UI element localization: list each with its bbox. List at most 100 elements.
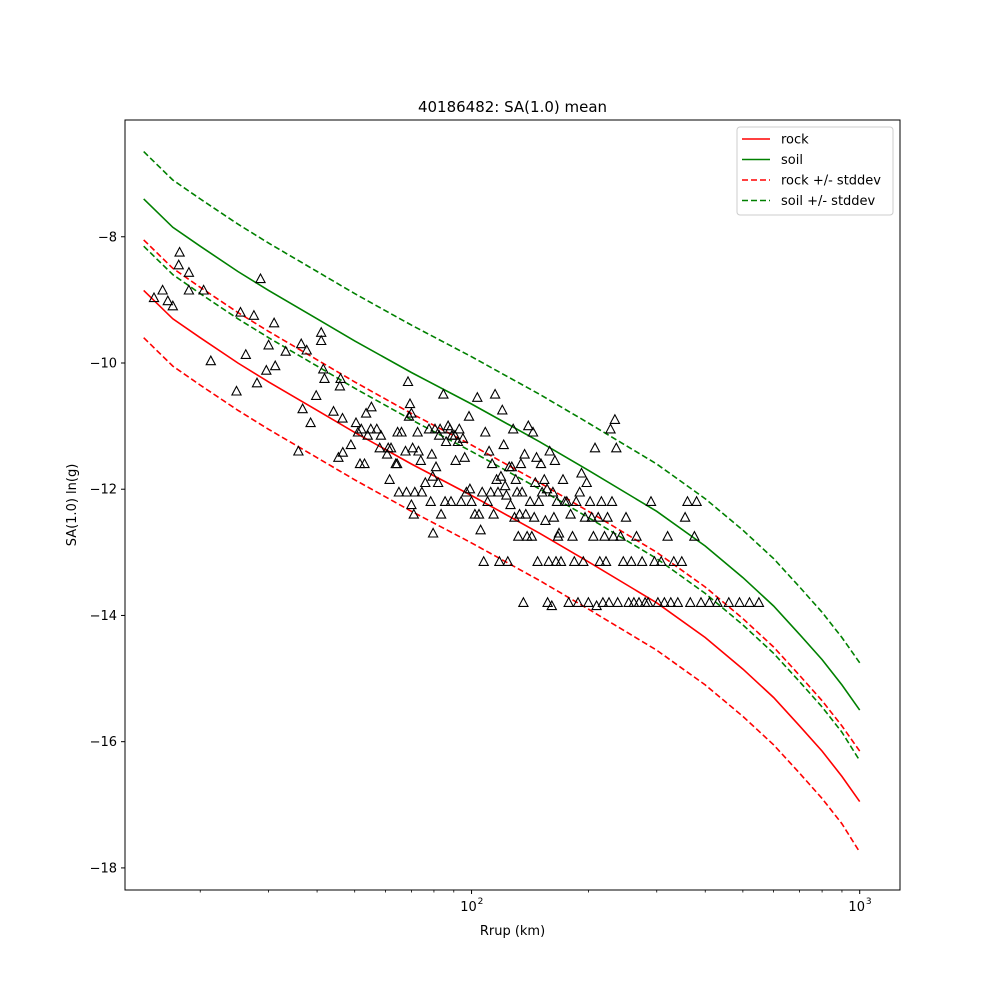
data-point [520,508,532,519]
data-point [295,337,307,349]
legend: rock soil rock +/- stddev soil +/- stddev [736,126,894,216]
data-point [183,266,195,277]
x-tick-label: 10 [460,900,477,915]
data-point [337,446,349,457]
data-point [336,412,349,423]
data-point [405,498,417,510]
data-point [617,555,629,566]
data-point [529,476,541,488]
data-point [460,486,472,497]
data-point [496,404,508,415]
data-point [409,486,421,497]
data-point [519,448,531,459]
data-point [603,596,615,607]
data-point [500,489,512,500]
data-point [527,426,539,437]
data-point [532,555,544,566]
data-point [173,259,185,270]
data-point [402,375,414,387]
data-point [435,508,447,519]
data-point [432,476,444,488]
data-point [457,432,469,443]
data-point [688,530,700,541]
data-point [345,438,357,450]
data-point [642,596,654,607]
data-point [625,555,637,566]
data-point [491,473,503,484]
data-point [568,555,580,566]
data-point [630,530,643,541]
data-point [327,405,340,416]
data-point [430,460,442,472]
series-line-5 [143,245,861,762]
data-point [577,555,589,566]
data-point [157,284,169,295]
data-point [352,426,364,437]
data-point [676,555,688,566]
data-point [514,508,526,519]
data-point [548,511,560,522]
data-point [552,530,564,541]
data-point [502,555,514,566]
data-point [459,451,471,462]
data-point [408,508,420,519]
data-point [423,423,435,434]
data-point [433,429,445,440]
data-point [415,454,427,465]
data-point [575,467,588,478]
data-point [317,363,329,374]
data-point [450,454,462,465]
data-point [479,426,491,437]
y-tick-label: −12 [90,483,117,498]
data-point [711,596,723,607]
data-point [684,596,696,607]
data-point [334,380,346,391]
data-point [565,508,577,519]
data-point [375,429,387,440]
data-point [310,389,322,400]
data-point [515,457,527,469]
data-point [260,364,272,375]
data-point [530,451,543,462]
data-point [488,508,500,519]
data-point [475,524,487,535]
data-point [536,486,548,497]
data-point [555,555,567,566]
data-point [636,555,648,566]
data-point [167,300,179,311]
data-point [391,457,403,469]
data-point [419,476,431,488]
data-point [703,596,715,607]
data-point [385,442,397,453]
data-point [606,495,618,506]
data-point [416,486,428,497]
axes: −18−16−14−12−10−810 2 10 3 [90,230,872,915]
data-point [358,457,371,469]
data-point [393,486,405,497]
data-point [557,473,569,484]
data-point [268,317,280,328]
data-point [486,457,498,469]
x-tick-exponent: 2 [478,897,484,907]
data-point [648,555,661,566]
x-tick-exponent: 3 [866,897,872,907]
data-point [563,596,575,607]
data-point [183,284,195,295]
data-point [581,476,593,488]
data-point [350,416,362,428]
data-point [610,442,622,453]
y-tick-label: −18 [90,861,117,876]
data-point [263,339,275,350]
data-point [335,372,347,383]
data-point [528,511,540,522]
data-point [645,495,657,506]
y-tick-label: −8 [98,230,117,245]
data-point [315,334,327,346]
data-point [695,596,707,607]
data-point [425,495,437,506]
data-point [541,483,553,494]
data-point [485,486,497,497]
data-point [269,359,281,371]
data-point [655,555,667,566]
data-point [510,473,522,484]
